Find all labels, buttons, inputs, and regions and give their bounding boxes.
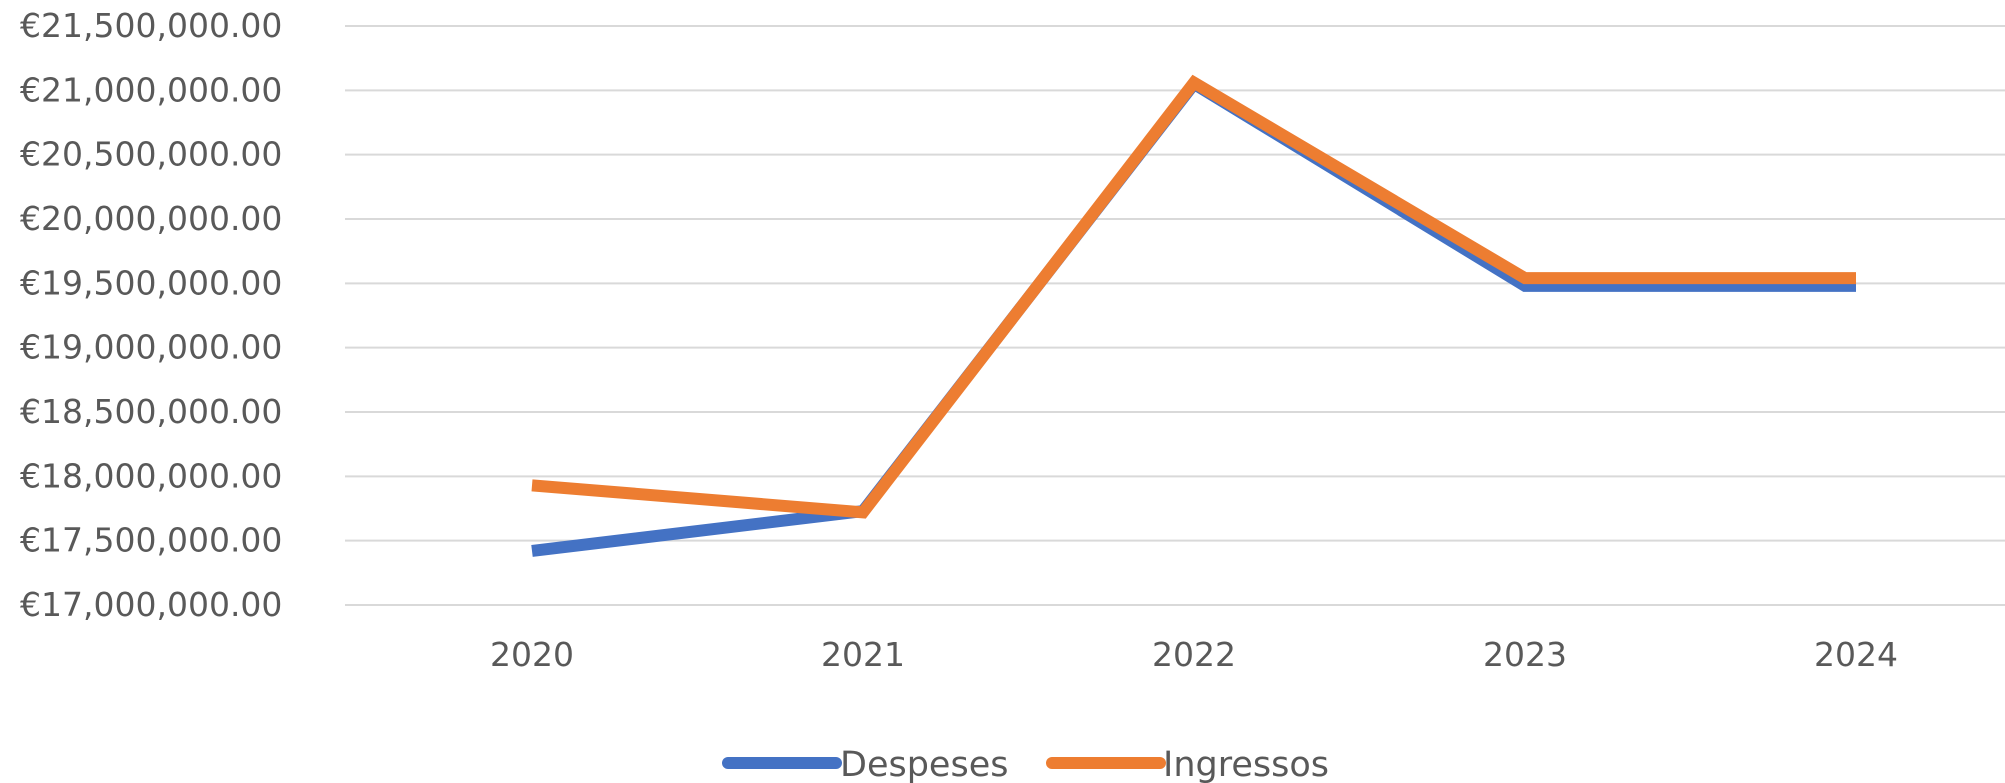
y-axis-tick-labels: €17,000,000.00 €17,500,000.00 €18,000,000.… — [20, 6, 282, 624]
x-tick-label: 2022 — [1152, 635, 1236, 674]
y-tick-label: €19,000,000.00 — [20, 328, 282, 367]
y-tick-label: €20,500,000.00 — [20, 135, 282, 174]
series-lines — [531, 74, 1856, 557]
x-tick-label: 2021 — [821, 635, 905, 674]
y-tick-label: €20,000,000.00 — [20, 199, 282, 238]
x-tick-label: 2020 — [490, 635, 574, 674]
legend-label-despeses: Despeses — [840, 745, 1008, 783]
y-tick-label: €21,000,000.00 — [20, 70, 282, 109]
y-tick-label: €19,500,000.00 — [20, 263, 282, 302]
y-tick-label: €18,500,000.00 — [20, 392, 282, 431]
y-tick-label: €17,500,000.00 — [20, 521, 282, 560]
y-tick-label: €21,500,000.00 — [20, 6, 282, 45]
series-line-ingressos — [531, 74, 1856, 519]
x-axis-tick-labels: 2020 2021 2022 2023 2024 — [490, 635, 1898, 674]
legend-label-ingressos: Ingressos — [1163, 745, 1329, 783]
legend: Despeses Ingressos — [722, 745, 1329, 783]
y-tick-label: €17,000,000.00 — [20, 585, 282, 624]
y-tick-label: €18,000,000.00 — [20, 456, 282, 495]
x-tick-label: 2023 — [1483, 635, 1567, 674]
x-tick-label: 2024 — [1814, 635, 1898, 674]
